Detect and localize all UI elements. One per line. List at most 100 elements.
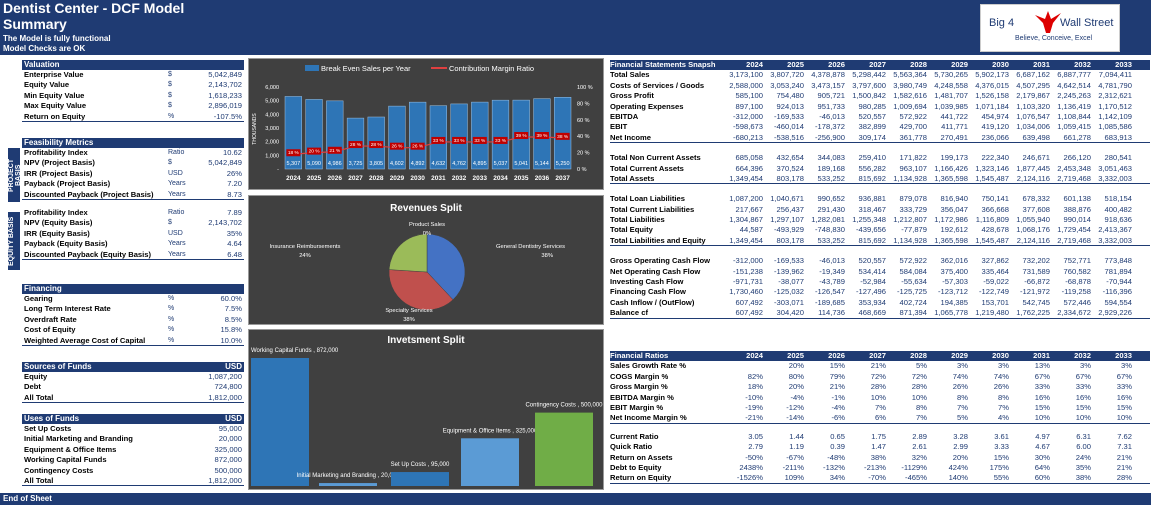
ratios-row: Return on Assets -50% -67% -48% 38% 32% 20% 15%…: [610, 453, 1150, 463]
ratios-cell: 5%: [957, 413, 968, 423]
ratios-cell: 28%: [911, 382, 927, 392]
y-tick-label: 5,000: [265, 99, 279, 105]
fs-cell: 327,862: [981, 256, 1009, 266]
valuation-value: -107.5%: [213, 111, 242, 121]
fs-row: Total Equity 44,587 -493,929 -748,830 -439,6…: [610, 225, 1150, 235]
fs-cell: 601,138: [1063, 194, 1091, 204]
fs-cell: 542,745: [1022, 297, 1050, 307]
ratios-row-label: Current Ratio: [610, 431, 659, 441]
source-value: 724,800: [214, 382, 242, 392]
fs-cell: 2,312,621: [1098, 91, 1132, 101]
break-even-bar: [305, 99, 323, 170]
fs-cell: -169,533: [774, 111, 804, 121]
x-tick-label: 2031: [431, 175, 446, 182]
margin-label-box: [514, 132, 529, 140]
year-header: 2032: [1074, 351, 1091, 360]
ratios-row-label: Return on Assets: [610, 452, 673, 462]
fs-cell: -116,396: [1102, 287, 1132, 297]
fs-cell: -123,712: [938, 287, 968, 297]
year-header: 2024: [746, 351, 763, 360]
equity-metric-unit: USD: [168, 229, 183, 237]
financing-label: Cost of Equity: [24, 325, 76, 335]
x-tick-label: 2026: [328, 175, 343, 182]
bar-data-label: 4,892: [411, 161, 425, 167]
fs-cell: 816,940: [940, 194, 968, 204]
project-metric-value: 5,042,849: [208, 158, 242, 168]
fs-row-label: Total Liabilities: [610, 215, 665, 225]
margin-label-box: [410, 142, 425, 150]
ratios-cell: 13%: [1034, 361, 1050, 371]
margin-label-box: [555, 132, 570, 140]
ratios-cell: 0.65: [830, 431, 845, 441]
fs-cell: 4,248,558: [934, 80, 968, 90]
ratios-cell: 4.67: [1035, 442, 1050, 452]
valuation-label: Return on Equity: [24, 111, 86, 121]
ratios-cell: 21%: [870, 361, 886, 371]
valuation-row: Equity Value $2,143,702: [22, 80, 244, 90]
fs-cell: 236,066: [981, 132, 1009, 142]
fs-cell: 4,507,295: [1016, 80, 1050, 90]
margin-data-label: 26 %: [391, 144, 403, 150]
bar-data-label: 3,725: [349, 161, 363, 167]
header-bar: Dentist Center - DCF Model Summary The M…: [0, 0, 1151, 55]
investment-bar: [251, 358, 309, 486]
fs-cell: -55,634: [901, 277, 927, 287]
fs-cell: -125,725: [897, 287, 927, 297]
fs-cell: 344,083: [817, 153, 845, 163]
ratios-row: COGS Margin % 82% 80% 79% 72% 72% 74% 74% 67% 67%…: [610, 372, 1150, 382]
margin-data-label: 20 %: [309, 149, 321, 155]
fs-row: Total Liabilities and Equity 1,349,454 803…: [610, 236, 1150, 247]
fs-cell: 773,848: [1104, 256, 1132, 266]
fs-cell: 760,582: [1063, 266, 1091, 276]
fs-cell: 1,282,081: [811, 215, 845, 225]
fs-cell: -43,789: [819, 277, 845, 287]
use-label: Initial Marketing and Branding: [24, 434, 133, 444]
pie-value-label: 38%: [403, 317, 415, 323]
ratios-cell: -21%: [745, 413, 763, 423]
fs-cell: 1,040,671: [770, 194, 804, 204]
ratios-cell: -50%: [745, 452, 763, 462]
fs-cell: 1,212,807: [893, 215, 927, 225]
fs-cell: 468,669: [858, 308, 886, 318]
project-metric-value: 7.20: [227, 179, 242, 189]
fs-cell: -57,303: [942, 277, 968, 287]
bar-data-label: 5,090: [307, 161, 321, 167]
bar-data-label: 5,307: [286, 161, 300, 167]
fs-row-label: Costs of Services / Goods: [610, 80, 705, 90]
fs-cell: -77,879: [901, 225, 927, 235]
y2-tick-label: 20 %: [577, 151, 590, 157]
sources-panel: Sources of Funds USD Equity 1,087,200 Debt 72…: [22, 362, 244, 404]
fs-cell: -119,258: [1061, 287, 1091, 297]
ratios-cell: 2.89: [912, 431, 927, 441]
financing-row: Overdraft Rate% 8.5%: [22, 315, 244, 325]
equity-metric-unit: $: [168, 219, 172, 227]
ratios-cell: -67%: [786, 452, 804, 462]
x-tick-label: 2033: [473, 175, 488, 182]
use-value: 872,000: [214, 455, 242, 465]
y-tick-label: -: [277, 167, 279, 173]
pie-value-label: 24%: [299, 253, 311, 259]
eagle-icon: [1035, 11, 1061, 33]
ratios-cell: 7%: [875, 402, 886, 412]
fs-cell: 1,349,454: [729, 173, 763, 183]
fs-cell: 1,545,487: [975, 173, 1009, 183]
fs-cell: 5,563,364: [893, 70, 927, 80]
financing-header: Financing: [22, 284, 244, 294]
ratios-cell: 74%: [952, 371, 968, 381]
ratios-cell: 16%: [1116, 392, 1132, 402]
ratios-cell: 2.61: [912, 442, 927, 452]
source-label: Equity: [24, 372, 48, 381]
ratios-cell: 424%: [948, 462, 968, 472]
ratios-cell: 1.44: [789, 431, 804, 441]
break-even-bar: [409, 101, 427, 170]
use-label: All Total: [24, 475, 54, 485]
year-header: 2031: [1033, 60, 1050, 69]
model-title: Dentist Center - DCF Model: [3, 0, 185, 16]
ratios-cell: 33%: [1075, 382, 1091, 392]
fs-row: Total Current Assets 664,396 370,524 189,16…: [610, 164, 1150, 174]
year-header: 2028: [910, 351, 927, 360]
fs-cell: 924,013: [776, 101, 804, 111]
fs-cell: 572,922: [899, 111, 927, 121]
investment-label: Initial Marketing and Branding , 20,000: [297, 473, 400, 479]
ratios-cell: -10%: [745, 392, 763, 402]
